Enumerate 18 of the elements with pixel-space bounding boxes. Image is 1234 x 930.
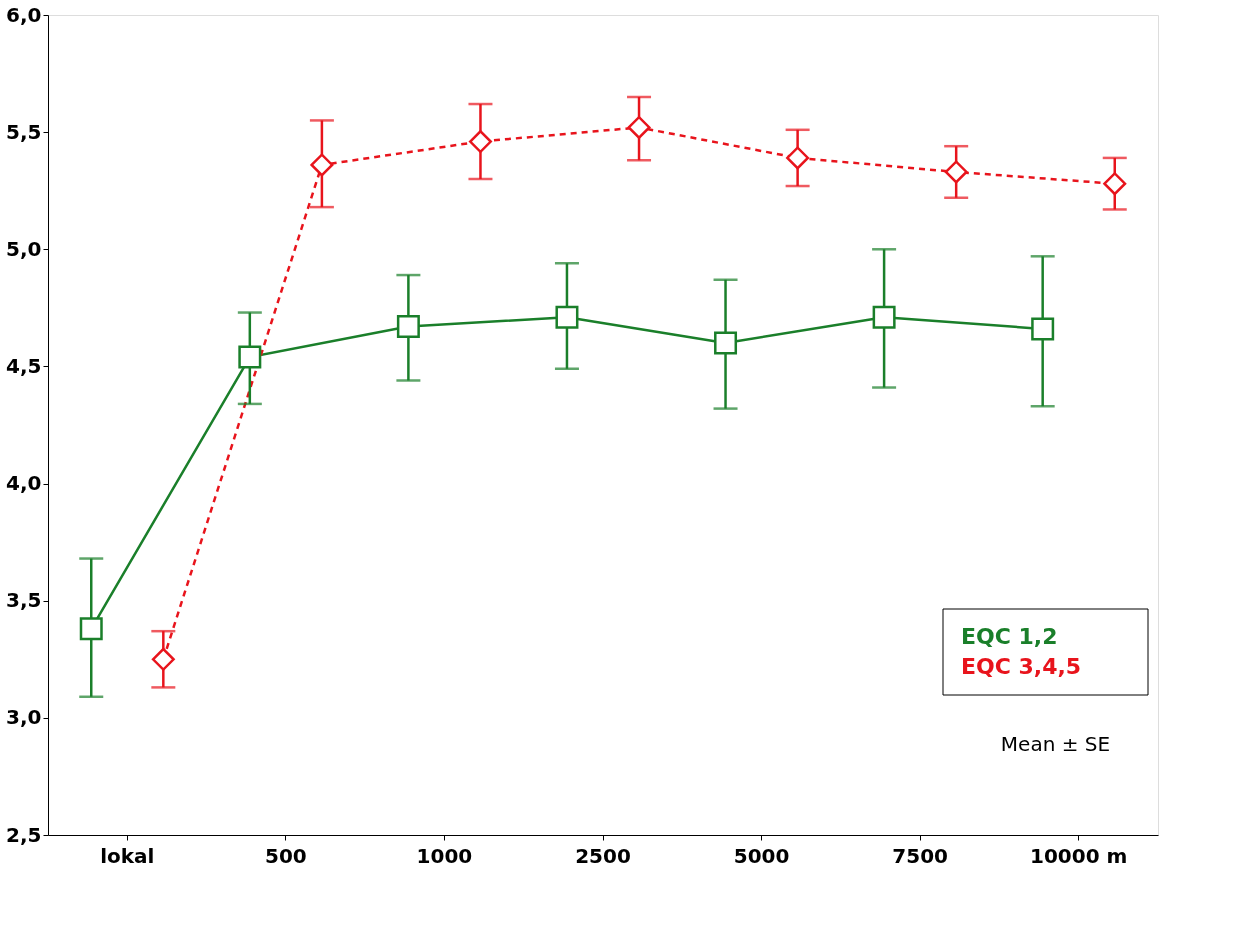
y-tick-label: 2,5: [6, 822, 42, 847]
y-tick-label: 5,5: [6, 119, 42, 144]
x-tick-label: 10000 m: [1030, 843, 1128, 868]
x-tick-label: 2500: [575, 843, 631, 868]
y-tick-label: 4,0: [6, 471, 42, 496]
x-tick-label: 1000: [416, 843, 473, 868]
x-tick-label: 500: [264, 843, 307, 868]
x-tick-label: lokal: [100, 843, 155, 868]
y-tick-label: 5,0: [6, 236, 42, 261]
y-tick-label: 3,0: [6, 705, 42, 730]
text: EQC 1,2: [961, 624, 1058, 649]
x-tick-label: 5000: [733, 843, 790, 868]
x-tick-label: 7500: [892, 843, 948, 868]
annotation: Mean ± SE: [1000, 732, 1111, 756]
y-tick-label: 6,0: [6, 2, 42, 27]
y-tick-label: 4,5: [6, 353, 42, 378]
text: EQC 3,4,5: [961, 654, 1082, 679]
y-tick-label: 3,5: [6, 588, 42, 613]
